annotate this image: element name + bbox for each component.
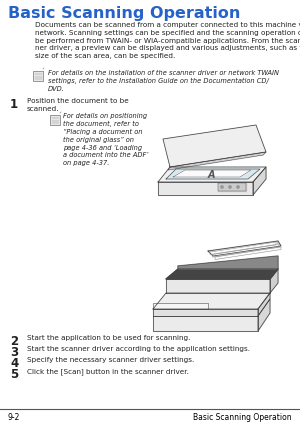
Polygon shape bbox=[153, 303, 208, 309]
Polygon shape bbox=[215, 248, 281, 260]
FancyBboxPatch shape bbox=[50, 116, 60, 126]
Polygon shape bbox=[168, 153, 266, 170]
Polygon shape bbox=[158, 167, 266, 183]
Polygon shape bbox=[166, 170, 260, 180]
Text: Documents can be scanned from a computer connected to this machine via a
network: Documents can be scanned from a computer… bbox=[35, 22, 300, 59]
Text: 5: 5 bbox=[10, 367, 18, 380]
Text: 2: 2 bbox=[10, 334, 18, 347]
Text: 9-2: 9-2 bbox=[8, 412, 20, 421]
Text: Basic Scanning Operation: Basic Scanning Operation bbox=[8, 6, 240, 21]
Text: Click the [Scan] button in the scanner driver.: Click the [Scan] button in the scanner d… bbox=[27, 367, 189, 374]
Text: Position the document to be
scanned.: Position the document to be scanned. bbox=[27, 98, 129, 112]
Text: Start the scanner driver according to the application settings.: Start the scanner driver according to th… bbox=[27, 345, 250, 351]
Polygon shape bbox=[258, 299, 270, 331]
Text: For details on the installation of the scanner driver or network TWAIN
settings,: For details on the installation of the s… bbox=[48, 70, 279, 92]
FancyBboxPatch shape bbox=[33, 72, 43, 82]
Polygon shape bbox=[270, 269, 278, 294]
Polygon shape bbox=[258, 294, 270, 316]
Polygon shape bbox=[208, 242, 281, 256]
Text: Basic Scanning Operation: Basic Scanning Operation bbox=[194, 412, 292, 421]
Text: Start the application to be used for scanning.: Start the application to be used for sca… bbox=[27, 334, 190, 340]
Polygon shape bbox=[158, 183, 253, 196]
Polygon shape bbox=[178, 256, 278, 269]
Polygon shape bbox=[166, 279, 270, 294]
Polygon shape bbox=[218, 184, 246, 192]
Polygon shape bbox=[153, 309, 258, 316]
Polygon shape bbox=[253, 167, 266, 196]
Circle shape bbox=[229, 186, 231, 189]
Polygon shape bbox=[166, 269, 278, 279]
Polygon shape bbox=[163, 126, 266, 167]
Text: 3: 3 bbox=[10, 345, 18, 358]
Text: 1: 1 bbox=[10, 98, 18, 111]
Circle shape bbox=[221, 186, 223, 189]
Text: Specify the necessary scanner driver settings.: Specify the necessary scanner driver set… bbox=[27, 356, 194, 362]
FancyArrowPatch shape bbox=[43, 69, 44, 70]
Text: 4: 4 bbox=[10, 356, 18, 369]
FancyArrowPatch shape bbox=[60, 113, 61, 114]
Text: For details on positioning
the document, refer to
“Placing a document on
the ori: For details on positioning the document,… bbox=[63, 113, 148, 166]
Polygon shape bbox=[210, 242, 276, 255]
Polygon shape bbox=[173, 170, 251, 178]
Circle shape bbox=[237, 186, 239, 189]
Polygon shape bbox=[153, 316, 258, 331]
Polygon shape bbox=[153, 294, 270, 309]
Text: A: A bbox=[207, 170, 215, 180]
Polygon shape bbox=[212, 245, 278, 257]
